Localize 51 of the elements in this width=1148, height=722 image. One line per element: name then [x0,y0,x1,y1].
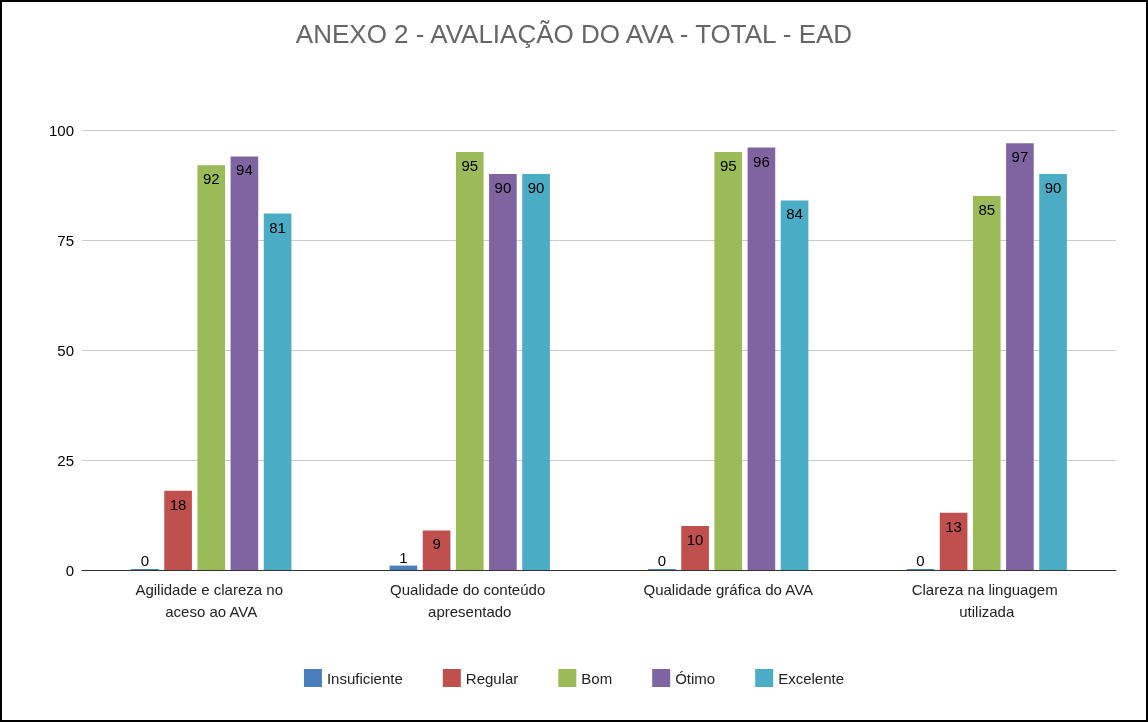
legend-label: Regular [465,669,519,687]
bar [489,174,517,570]
data-label: 81 [269,218,286,236]
bar [455,152,484,570]
legend-label: Bom [581,669,613,687]
y-tick-label: 100 [48,121,74,139]
legend-label: Excelente [778,669,845,687]
bar [780,200,809,570]
data-label: 96 [753,152,770,170]
data-label: 90 [1044,179,1062,196]
y-tick-label: 50 [57,341,74,359]
data-label: 13 [945,517,962,535]
data-label: 1 [399,548,408,566]
legend-label: Insuficiente [326,669,403,687]
y-tick-label: 0 [65,561,74,579]
bar [681,526,709,570]
data-label: 94 [236,161,253,179]
data-label: 18 [169,495,187,513]
bar [197,165,226,570]
bar [1006,143,1034,570]
y-tick-label: 75 [57,231,74,249]
data-label: 10 [686,531,704,548]
y-tick-label: 25 [57,451,74,469]
legend-label: Ótimo [675,669,716,687]
bar [714,152,743,570]
x-tick-label: Qualidade gráfica do AVA [643,580,814,598]
bar [164,490,192,570]
data-label: 97 [1011,148,1029,166]
bar [522,174,550,570]
bar [972,196,1001,570]
data-label: 95 [461,157,479,174]
chart-title: ANEXO 2 - AVALIAÇÃO DO AVA - TOTAL - EAD [295,19,853,49]
bar [422,530,451,570]
bar [230,156,259,570]
data-label: 0 [140,552,150,569]
data-label: 95 [719,157,737,174]
data-label: 9 [432,535,441,553]
data-label: 85 [978,201,996,218]
x-tick-label: Qualidade do conteúdo apresentado [390,580,550,620]
data-label: 90 [494,179,512,196]
data-label: 0 [916,552,925,569]
x-tick-label: Agilidade e clareza no aceso ao AVA [135,580,288,620]
data-label: 84 [786,205,803,223]
data-label: 0 [657,552,667,569]
bar [939,512,968,570]
x-tick-label: Clareza na linguagem utilizada [911,580,1062,620]
bar [1039,174,1067,570]
data-label: 90 [527,179,545,196]
bar [747,147,776,570]
bar [263,213,292,570]
data-label: 92 [202,170,220,188]
